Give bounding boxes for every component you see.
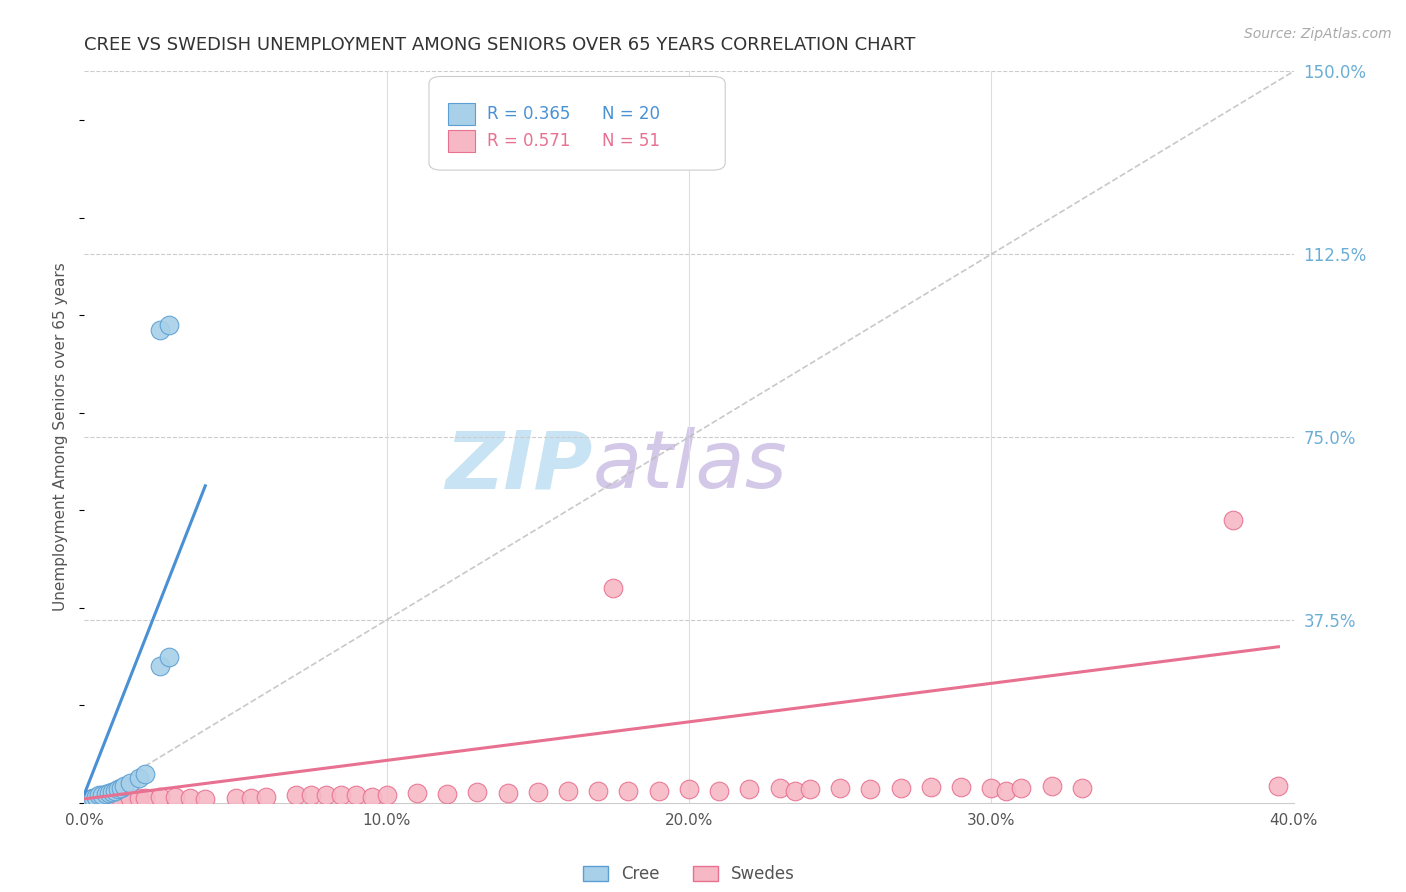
- Point: [134, 766, 156, 780]
- Point: [527, 785, 550, 799]
- Point: [149, 789, 172, 804]
- Point: [82, 791, 104, 805]
- Point: [86, 789, 108, 804]
- Point: [859, 782, 882, 797]
- Point: [890, 781, 912, 796]
- Point: [360, 789, 382, 804]
- Point: [1222, 513, 1244, 527]
- Point: [239, 791, 262, 805]
- Text: R = 0.365: R = 0.365: [486, 105, 571, 123]
- Point: [149, 323, 172, 337]
- Point: [950, 780, 973, 795]
- Text: N = 51: N = 51: [602, 132, 659, 150]
- Point: [118, 791, 141, 805]
- Point: [79, 792, 101, 806]
- Point: [406, 786, 429, 800]
- Point: [1011, 781, 1033, 796]
- Point: [89, 791, 111, 805]
- Point: [157, 318, 180, 332]
- Point: [920, 780, 942, 795]
- Point: [602, 581, 624, 595]
- Legend: Cree, Swedes: Cree, Swedes: [576, 858, 801, 889]
- Point: [617, 783, 640, 797]
- Point: [110, 792, 132, 806]
- Point: [73, 793, 96, 807]
- Point: [783, 783, 806, 797]
- Text: atlas: atlas: [592, 427, 787, 506]
- Point: [107, 782, 129, 797]
- Point: [73, 793, 96, 807]
- Text: R = 0.571: R = 0.571: [486, 132, 571, 150]
- Point: [1071, 781, 1094, 796]
- Point: [648, 783, 671, 797]
- Point: [678, 782, 700, 797]
- Point: [165, 789, 187, 804]
- Point: [79, 792, 101, 806]
- Point: [980, 781, 1002, 796]
- Point: [104, 783, 127, 797]
- Point: [299, 789, 322, 803]
- Point: [1040, 779, 1063, 793]
- Point: [134, 791, 156, 805]
- Point: [285, 789, 308, 803]
- Point: [769, 781, 792, 796]
- Point: [128, 772, 150, 786]
- Point: [157, 649, 180, 664]
- Text: Source: ZipAtlas.com: Source: ZipAtlas.com: [1244, 27, 1392, 41]
- Point: [179, 791, 201, 805]
- Point: [104, 792, 127, 806]
- Point: [225, 791, 247, 805]
- Point: [94, 787, 117, 801]
- Point: [118, 776, 141, 790]
- Bar: [449, 129, 475, 152]
- Point: [799, 782, 821, 797]
- Point: [91, 789, 114, 803]
- Text: N = 20: N = 20: [602, 105, 659, 123]
- Text: ZIP: ZIP: [444, 427, 592, 506]
- FancyBboxPatch shape: [429, 77, 725, 170]
- Point: [375, 789, 398, 803]
- Point: [738, 782, 761, 797]
- Point: [588, 783, 610, 797]
- Point: [97, 786, 120, 800]
- Point: [330, 789, 353, 803]
- Point: [496, 786, 519, 800]
- Text: CREE VS SWEDISH UNEMPLOYMENT AMONG SENIORS OVER 65 YEARS CORRELATION CHART: CREE VS SWEDISH UNEMPLOYMENT AMONG SENIO…: [84, 36, 915, 54]
- Point: [995, 783, 1018, 797]
- Point: [194, 792, 217, 806]
- Point: [346, 789, 368, 803]
- Y-axis label: Unemployment Among Seniors over 65 years: Unemployment Among Seniors over 65 years: [53, 263, 69, 611]
- Point: [830, 781, 852, 796]
- Point: [149, 659, 172, 673]
- Point: [467, 785, 489, 799]
- Point: [112, 779, 135, 793]
- Point: [315, 789, 337, 803]
- Point: [1267, 779, 1289, 793]
- Point: [557, 783, 579, 797]
- Point: [128, 791, 150, 805]
- Point: [254, 789, 277, 804]
- Point: [89, 789, 111, 803]
- Bar: [449, 103, 475, 125]
- Point: [709, 783, 731, 797]
- Point: [97, 793, 120, 807]
- Point: [110, 781, 132, 796]
- Point: [436, 787, 458, 801]
- Point: [100, 785, 122, 799]
